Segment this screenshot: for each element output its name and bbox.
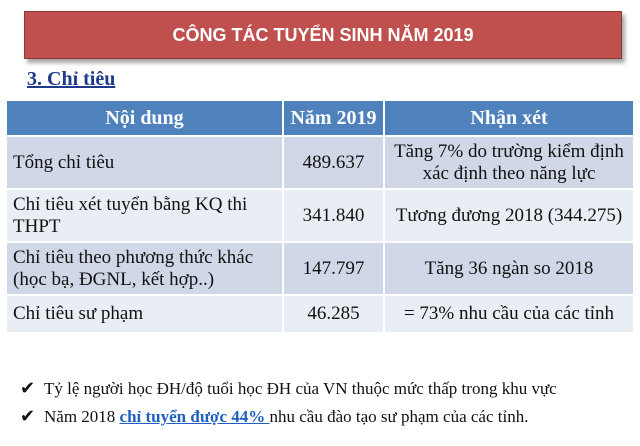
header-content: Nội dung — [5, 99, 284, 137]
row-content: Chỉ tiêu sư phạm — [5, 294, 284, 334]
bullet-list: ✔ Tỷ lệ người học ĐH/độ tuổi học ĐH của … — [20, 378, 557, 434]
banner-title: CÔNG TÁC TUYỂN SINH NĂM 2019 — [172, 24, 474, 45]
section-heading: 3. Chỉ tiêu — [27, 68, 116, 90]
checkmark-icon: ✔ — [20, 406, 36, 427]
list-item: ✔ Tỷ lệ người học ĐH/độ tuổi học ĐH của … — [20, 378, 557, 406]
row-note: Tăng 7% do trường kiểm định xác định the… — [383, 135, 635, 190]
bullet-text: Năm 2018 chỉ tuyển được 44% nhu cầu đào … — [44, 407, 528, 427]
table-row: Chỉ tiêu theo phương thức khác (học bạ, … — [5, 241, 635, 296]
bullet-prefix: Năm 2018 — [44, 407, 120, 426]
table-header-row: Nội dung Năm 2019 Nhận xét — [5, 99, 635, 137]
table-row: Chỉ tiêu xét tuyển bằng KQ thi THPT 341.… — [5, 188, 635, 243]
row-value: 147.797 — [282, 241, 385, 296]
bullet-suffix: nhu cầu đào tạo sư phạm của các tỉnh. — [269, 407, 529, 426]
highlight-link[interactable]: chỉ tuyển được 44% — [119, 407, 270, 426]
list-item: ✔ Năm 2018 chỉ tuyển được 44% nhu cầu đà… — [20, 406, 557, 434]
row-value: 341.840 — [282, 188, 385, 243]
quota-table: Nội dung Năm 2019 Nhận xét Tổng chỉ tiêu… — [5, 99, 635, 334]
header-note: Nhận xét — [383, 99, 635, 137]
row-note: = 73% nhu cầu của các tỉnh — [383, 294, 635, 334]
table-row: Tổng chỉ tiêu 489.637 Tăng 7% do trường … — [5, 135, 635, 190]
row-content: Tổng chỉ tiêu — [5, 135, 284, 190]
title-banner: CÔNG TÁC TUYỂN SINH NĂM 2019 — [24, 11, 622, 59]
row-content: Chỉ tiêu theo phương thức khác (học bạ, … — [5, 241, 284, 296]
row-note: Tương đương 2018 (344.275) — [383, 188, 635, 243]
row-value: 489.637 — [282, 135, 385, 190]
checkmark-icon: ✔ — [20, 378, 36, 399]
row-note: Tăng 36 ngàn so 2018 — [383, 241, 635, 296]
row-value: 46.285 — [282, 294, 385, 334]
header-year: Năm 2019 — [282, 99, 385, 137]
table-row: Chỉ tiêu sư phạm 46.285 = 73% nhu cầu củ… — [5, 294, 635, 334]
bullet-text: Tỷ lệ người học ĐH/độ tuổi học ĐH của VN… — [44, 379, 557, 398]
row-content: Chỉ tiêu xét tuyển bằng KQ thi THPT — [5, 188, 284, 243]
